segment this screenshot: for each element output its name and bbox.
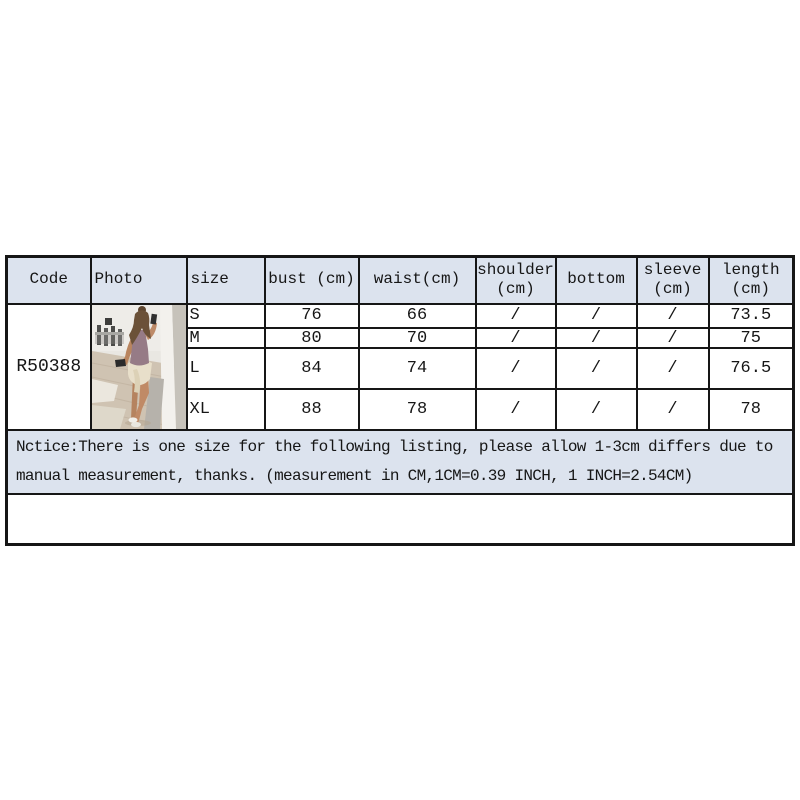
header-row: Code Photo size bust (cm) waist(cm) shou… <box>5 255 795 305</box>
sleeve-value: / <box>635 302 710 329</box>
length-value: 75 <box>707 326 795 350</box>
header-cell-shoulder: shoulder (cm) <box>474 255 557 305</box>
header-cell-bust: bust (cm) <box>263 255 360 305</box>
size-row-xl: XL 88 78 / / / 78 <box>7 387 795 431</box>
size-label: L <box>185 347 266 390</box>
header-cell-waist: waist(cm) <box>357 255 477 305</box>
bust-value: 80 <box>263 326 360 350</box>
size-chart-sheet: Code Photo size bust (cm) waist(cm) shou… <box>5 255 795 546</box>
header-cell-sleeve: sleeve (cm) <box>635 255 710 305</box>
notice-row: Nctice:There is one size for the followi… <box>5 428 795 495</box>
size-label: S <box>185 302 266 329</box>
length-value: 73.5 <box>707 302 795 329</box>
size-label: M <box>185 326 266 350</box>
waist-value: 74 <box>357 347 477 390</box>
product-photo-cell <box>89 302 188 431</box>
bust-value: 76 <box>263 302 360 329</box>
size-row-l: L 84 74 / / / 76.5 <box>7 347 795 390</box>
sleeve-value: / <box>635 326 710 350</box>
header-cell-code: Code <box>5 255 92 305</box>
bottom-value: / <box>554 326 638 350</box>
bottom-value: / <box>554 347 638 390</box>
product-code: R50388 <box>5 302 92 431</box>
length-value: 76.5 <box>707 347 795 390</box>
shoulder-value: / <box>474 326 557 350</box>
shoulder-value: / <box>474 302 557 329</box>
bust-value: 88 <box>263 387 360 431</box>
bottom-value: / <box>554 387 638 431</box>
empty-row <box>5 492 795 546</box>
shoulder-value: / <box>474 387 557 431</box>
bust-value: 84 <box>263 347 360 390</box>
header-cell-photo: Photo <box>89 255 188 305</box>
model-photo-image <box>92 305 185 428</box>
size-row-m: M 80 70 / / / 75 <box>7 326 795 350</box>
header-cell-length: length (cm) <box>707 255 795 305</box>
sleeve-value: / <box>635 387 710 431</box>
header-cell-size: size <box>185 255 266 305</box>
size-chart-table: Code Photo size bust (cm) waist(cm) shou… <box>5 255 795 546</box>
waist-value: 70 <box>357 326 477 350</box>
sleeve-value: / <box>635 347 710 390</box>
waist-value: 78 <box>357 387 477 431</box>
shoulder-value: / <box>474 347 557 390</box>
waist-value: 66 <box>357 302 477 329</box>
header-cell-bottom: bottom <box>554 255 638 305</box>
notice-text: Nctice:There is one size for the followi… <box>5 428 795 495</box>
size-row-s: R50388 <box>5 302 795 431</box>
size-label: XL <box>185 387 266 431</box>
bottom-value: / <box>554 302 638 329</box>
empty-cell <box>5 492 795 546</box>
length-value: 78 <box>707 387 795 431</box>
